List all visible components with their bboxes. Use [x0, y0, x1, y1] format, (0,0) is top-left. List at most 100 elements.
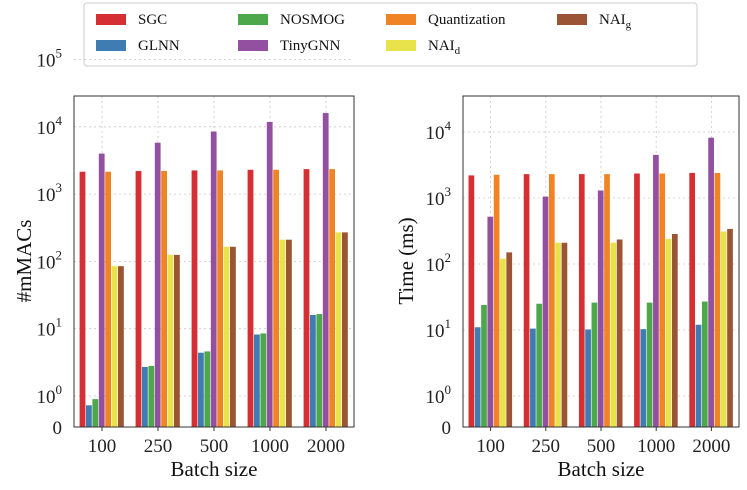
- bar-glnn-100: [474, 327, 481, 427]
- bar-nosmog-100: [481, 304, 487, 427]
- bar-quantization-1000: [273, 169, 279, 427]
- bar-nosmog-100: [92, 399, 99, 427]
- x-tick-label: 100: [88, 436, 117, 457]
- bar-nosmog-500: [591, 302, 598, 427]
- bar-nai-d-500: [223, 246, 230, 427]
- bar-quantization-1000: [659, 173, 666, 427]
- bar-glnn-2000: [695, 324, 702, 427]
- bar-nai-d-2000: [335, 232, 342, 427]
- bar-sgc-500: [578, 174, 585, 427]
- bar-tinygnn-250: [154, 142, 161, 427]
- bar-tinygnn-1000: [266, 121, 273, 428]
- bar-glnn-500: [585, 329, 591, 427]
- legend-swatch: [96, 40, 126, 51]
- y-axis-label: #mMACs: [12, 220, 36, 303]
- bar-nai-d-100: [111, 266, 118, 427]
- bar-glnn-1000: [640, 329, 647, 427]
- legend-label: NAIg: [599, 12, 632, 31]
- bar-nosmog-2000: [316, 314, 323, 427]
- legend-swatch: [96, 14, 126, 25]
- legend-item-nai_g: NAIg: [557, 12, 632, 31]
- bar-tinygnn-100: [98, 153, 105, 427]
- bar-nai-d-250: [555, 242, 561, 427]
- bar-quantization-500: [217, 170, 223, 427]
- bar-quantization-2000: [329, 169, 335, 427]
- bar-nai-d-1000: [665, 238, 672, 427]
- legend-item-tinygnn: TinyGNN: [238, 38, 340, 54]
- bar-nosmog-250: [536, 303, 543, 427]
- bar-quantization-2000: [714, 172, 721, 427]
- bar-quantization-250: [161, 171, 167, 427]
- x-tick-label: 1000: [637, 436, 675, 457]
- legend-swatch: [238, 40, 268, 51]
- legend-frame: [83, 2, 698, 67]
- legend-swatch: [386, 14, 416, 25]
- legend-label: NAId: [428, 38, 461, 57]
- bar-nai-g-250: [174, 254, 180, 427]
- y-tick-label: 104: [426, 118, 452, 144]
- bar-sgc-2000: [303, 169, 310, 427]
- legend-item-nai_d: NAId: [386, 38, 461, 57]
- legend-label: NOSMOG: [280, 12, 345, 28]
- y-tick-label: 105: [37, 46, 63, 72]
- bar-tinygnn-500: [210, 131, 217, 428]
- y-tick-label: 103: [37, 180, 63, 206]
- legend-swatch: [386, 40, 416, 51]
- bar-sgc-2000: [689, 172, 696, 427]
- legend-item-sgc: SGC: [96, 12, 167, 28]
- bar-tinygnn-2000: [708, 137, 714, 427]
- bar-sgc-100: [468, 175, 475, 427]
- bar-nai-d-500: [610, 242, 617, 427]
- bar-glnn-500: [198, 352, 204, 427]
- y-tick-label: 100: [37, 382, 63, 408]
- panel-time: 0 100 101 102 103 104 100 250 500 1000 2000 Time …: [394, 95, 740, 481]
- bar-glnn-250: [142, 366, 148, 427]
- legend-label: TinyGNN: [280, 38, 340, 54]
- bar-sgc-100: [79, 171, 86, 427]
- bar-tinygnn-2000: [322, 113, 329, 427]
- bar-glnn-100: [86, 405, 92, 427]
- legend-item-nosmog: NOSMOG: [238, 12, 345, 28]
- legend-label: Quantization: [428, 12, 506, 28]
- y-tick-label: 101: [426, 316, 452, 342]
- bar-nai-g-1000: [671, 233, 678, 427]
- bar-sgc-500: [191, 170, 198, 427]
- x-tick-label: 2000: [307, 436, 345, 457]
- bar-nai-g-2000: [727, 228, 733, 427]
- y-tick-label: 100: [426, 382, 452, 408]
- y-tick-label: 102: [426, 250, 452, 276]
- x-axis-label: Batch size: [558, 457, 645, 481]
- x-tick-label: 100: [476, 436, 505, 457]
- x-axis-label: Batch size: [171, 457, 258, 481]
- bar-nosmog-1000: [260, 333, 267, 427]
- bar-nai-g-500: [230, 246, 236, 427]
- legend-item-glnn: GLNN: [96, 38, 180, 54]
- bar-nosmog-250: [148, 365, 155, 427]
- y-tick-label: 103: [426, 184, 452, 210]
- bar-nai-g-1000: [286, 239, 292, 427]
- y-tick-label: 101: [37, 315, 63, 341]
- y-tick-label: 102: [37, 247, 63, 273]
- bar-glnn-2000: [310, 314, 316, 427]
- bar-nai-g-100: [118, 266, 124, 427]
- bar-nosmog-2000: [701, 301, 708, 427]
- bar-nai-g-500: [616, 239, 623, 427]
- bar-sgc-1000: [247, 169, 254, 427]
- bar-quantization-100: [493, 174, 500, 427]
- legend-label: GLNN: [138, 38, 180, 54]
- bar-sgc-250: [523, 174, 530, 427]
- bar-nai-g-2000: [342, 232, 348, 427]
- x-tick-label: 500: [200, 436, 229, 457]
- bar-tinygnn-1000: [653, 154, 659, 427]
- bar-nosmog-1000: [646, 302, 653, 427]
- panel-mmacs: 0 100 101 102 103 104 105 100 250 500 1000 2000 #m…: [12, 46, 355, 481]
- bar-glnn-1000: [254, 334, 260, 427]
- bar-nai-g-100: [506, 252, 513, 427]
- y-tick-label: 0: [53, 418, 63, 439]
- x-tick-label: 500: [587, 436, 616, 457]
- bar-quantization-100: [105, 171, 111, 427]
- legend-swatch: [238, 14, 268, 25]
- x-tick-label: 1000: [251, 436, 289, 457]
- bar-nai-d-1000: [279, 239, 286, 427]
